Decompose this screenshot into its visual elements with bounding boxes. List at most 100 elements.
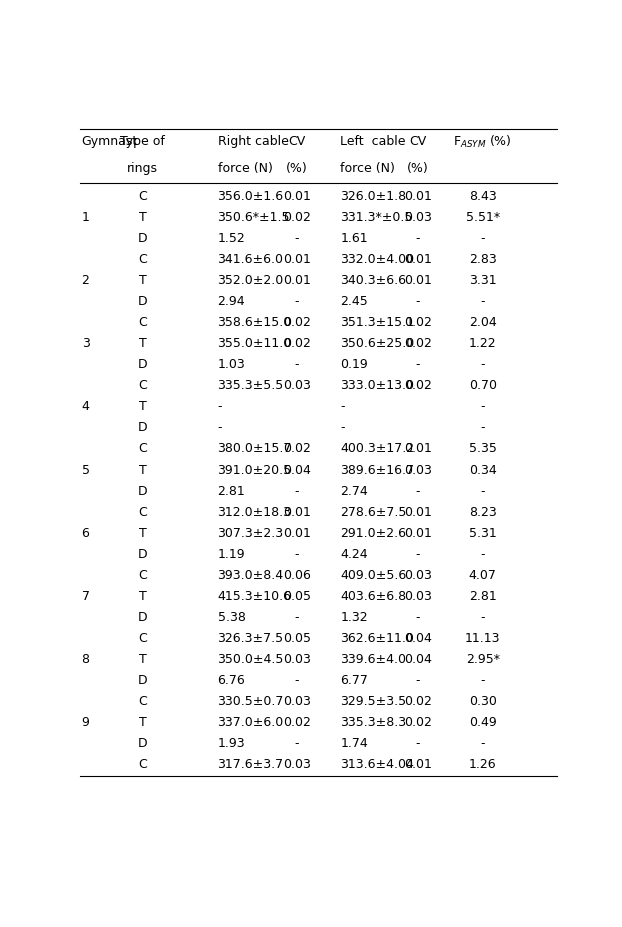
Text: 3.31: 3.31 bbox=[469, 274, 496, 287]
Text: T: T bbox=[139, 337, 147, 350]
Text: 0.04: 0.04 bbox=[283, 464, 311, 476]
Text: 0.03: 0.03 bbox=[404, 210, 432, 223]
Text: 1.22: 1.22 bbox=[469, 337, 496, 350]
Text: 358.6±15.0: 358.6±15.0 bbox=[218, 316, 292, 329]
Text: C: C bbox=[139, 758, 147, 771]
Text: -: - bbox=[480, 548, 485, 561]
Text: 0.03: 0.03 bbox=[283, 653, 311, 667]
Text: 5.51*: 5.51* bbox=[466, 210, 499, 223]
Text: 326.0±1.8: 326.0±1.8 bbox=[340, 190, 407, 203]
Text: 3: 3 bbox=[81, 337, 90, 350]
Text: -: - bbox=[480, 295, 485, 308]
Text: -: - bbox=[480, 674, 485, 687]
Text: 11.13: 11.13 bbox=[465, 632, 501, 645]
Text: 341.6±6.0: 341.6±6.0 bbox=[218, 253, 284, 266]
Text: -: - bbox=[415, 611, 420, 624]
Text: 0.70: 0.70 bbox=[468, 379, 497, 392]
Text: 0.01: 0.01 bbox=[283, 190, 311, 203]
Text: Right cable: Right cable bbox=[218, 135, 289, 148]
Text: 0.02: 0.02 bbox=[283, 316, 311, 329]
Text: 0.01: 0.01 bbox=[404, 253, 432, 266]
Text: 0.01: 0.01 bbox=[404, 527, 432, 540]
Text: -: - bbox=[415, 674, 420, 687]
Text: 350.6*±1.5: 350.6*±1.5 bbox=[218, 210, 290, 223]
Text: 0.02: 0.02 bbox=[283, 210, 311, 223]
Text: -: - bbox=[295, 358, 299, 371]
Text: 2.81: 2.81 bbox=[469, 590, 496, 603]
Text: 0.02: 0.02 bbox=[404, 316, 432, 329]
Text: 0.03: 0.03 bbox=[283, 695, 311, 708]
Text: -: - bbox=[415, 358, 420, 371]
Text: D: D bbox=[138, 422, 147, 435]
Text: -: - bbox=[480, 400, 485, 413]
Text: T: T bbox=[139, 527, 147, 540]
Text: 2.04: 2.04 bbox=[469, 316, 496, 329]
Text: 2.45: 2.45 bbox=[340, 295, 368, 308]
Text: D: D bbox=[138, 485, 147, 498]
Text: 0.03: 0.03 bbox=[404, 464, 432, 476]
Text: -: - bbox=[415, 232, 420, 245]
Text: 5.38: 5.38 bbox=[218, 611, 246, 624]
Text: 409.0±5.6: 409.0±5.6 bbox=[340, 569, 407, 582]
Text: -: - bbox=[295, 548, 299, 561]
Text: C: C bbox=[139, 316, 147, 329]
Text: -: - bbox=[295, 737, 299, 750]
Text: 0.01: 0.01 bbox=[404, 190, 432, 203]
Text: 6.76: 6.76 bbox=[218, 674, 245, 687]
Text: CV: CV bbox=[409, 135, 426, 148]
Text: 352.0±2.0: 352.0±2.0 bbox=[218, 274, 284, 287]
Text: 0.01: 0.01 bbox=[404, 274, 432, 287]
Text: 0.01: 0.01 bbox=[283, 253, 311, 266]
Text: T: T bbox=[139, 590, 147, 603]
Text: 335.3±8.3: 335.3±8.3 bbox=[340, 717, 407, 730]
Text: force (N): force (N) bbox=[218, 162, 272, 175]
Text: 326.3±7.5: 326.3±7.5 bbox=[218, 632, 284, 645]
Text: 380.0±15.7: 380.0±15.7 bbox=[218, 442, 292, 455]
Text: 0.05: 0.05 bbox=[283, 590, 311, 603]
Text: 8: 8 bbox=[81, 653, 90, 667]
Text: 4.07: 4.07 bbox=[469, 569, 496, 582]
Text: 335.3±5.5: 335.3±5.5 bbox=[218, 379, 284, 392]
Text: Type of: Type of bbox=[121, 135, 165, 148]
Text: 0.01: 0.01 bbox=[404, 505, 432, 519]
Text: -: - bbox=[480, 358, 485, 371]
Text: 340.3±6.6: 340.3±6.6 bbox=[340, 274, 406, 287]
Text: 4: 4 bbox=[81, 400, 90, 413]
Text: D: D bbox=[138, 737, 147, 750]
Text: -: - bbox=[415, 295, 420, 308]
Text: D: D bbox=[138, 358, 147, 371]
Text: 0.01: 0.01 bbox=[404, 758, 432, 771]
Text: 391.0±20.5: 391.0±20.5 bbox=[218, 464, 292, 476]
Text: 0.02: 0.02 bbox=[404, 717, 432, 730]
Text: rings: rings bbox=[128, 162, 159, 175]
Text: -: - bbox=[218, 422, 222, 435]
Text: 1.32: 1.32 bbox=[340, 611, 368, 624]
Text: -: - bbox=[415, 548, 420, 561]
Text: 0.49: 0.49 bbox=[469, 717, 496, 730]
Text: 333.0±13.0: 333.0±13.0 bbox=[340, 379, 414, 392]
Text: 317.6±3.7: 317.6±3.7 bbox=[218, 758, 284, 771]
Text: 307.3±2.3: 307.3±2.3 bbox=[218, 527, 284, 540]
Text: C: C bbox=[139, 695, 147, 708]
Text: -: - bbox=[295, 232, 299, 245]
Text: -: - bbox=[480, 422, 485, 435]
Text: 0.02: 0.02 bbox=[283, 442, 311, 455]
Text: 1.52: 1.52 bbox=[218, 232, 245, 245]
Text: C: C bbox=[139, 632, 147, 645]
Text: D: D bbox=[138, 232, 147, 245]
Text: (%): (%) bbox=[286, 162, 308, 175]
Text: 2: 2 bbox=[81, 274, 90, 287]
Text: -: - bbox=[415, 737, 420, 750]
Text: -: - bbox=[415, 485, 420, 498]
Text: 0.01: 0.01 bbox=[283, 527, 311, 540]
Text: 278.6±7.5: 278.6±7.5 bbox=[340, 505, 407, 519]
Text: C: C bbox=[139, 505, 147, 519]
Text: 0.01: 0.01 bbox=[283, 274, 311, 287]
Text: 0.03: 0.03 bbox=[404, 590, 432, 603]
Text: T: T bbox=[139, 274, 147, 287]
Text: 351.3±15.1: 351.3±15.1 bbox=[340, 316, 414, 329]
Text: 0.30: 0.30 bbox=[469, 695, 496, 708]
Text: 350.6±25.0: 350.6±25.0 bbox=[340, 337, 415, 350]
Text: 0.34: 0.34 bbox=[469, 464, 496, 476]
Text: 312.0±18.3: 312.0±18.3 bbox=[218, 505, 292, 519]
